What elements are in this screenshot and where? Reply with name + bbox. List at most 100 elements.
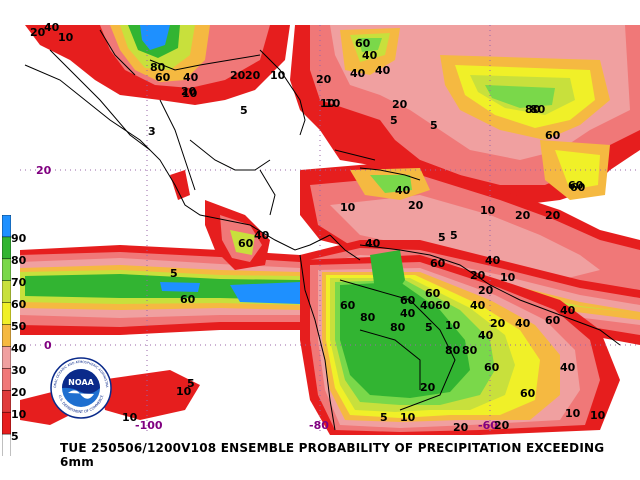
- contour-value-label: 10: [325, 97, 341, 110]
- grid-lines: [20, 25, 640, 435]
- contour-value-label: 60: [425, 287, 441, 300]
- coastlines: [24, 29, 621, 431]
- contour-value-label: 40: [400, 307, 416, 320]
- legend-label-80: 80: [11, 254, 27, 267]
- contour-value-label: 60: [545, 129, 561, 142]
- legend-label-60: 60: [11, 298, 27, 311]
- legend-label-20: 20: [11, 386, 27, 399]
- contour-value-label: 40: [515, 317, 531, 330]
- contour-value-label: 10: [445, 319, 461, 332]
- contour-value-label: 5: [438, 231, 446, 244]
- contour-value-label: 60: [520, 387, 536, 400]
- contour-value-label: 20: [470, 269, 486, 282]
- contour-value-label: 80: [462, 344, 478, 357]
- contour-value-label: 20: [230, 69, 246, 82]
- legend-label-40: 40: [11, 342, 27, 355]
- contour-value-label: 40: [350, 67, 366, 80]
- contour-value-label: 40: [470, 299, 486, 312]
- contour-value-label: 10: [176, 385, 192, 398]
- legend-swatch: [2, 368, 11, 392]
- contour-value-label: 10: [590, 409, 606, 422]
- contour-value-label: 10: [182, 87, 198, 100]
- contour-value-label: 10: [320, 97, 336, 110]
- legend-color-bar: [2, 215, 11, 456]
- contour-value-label: 40: [183, 71, 199, 84]
- contour-value-label: 20: [515, 209, 531, 222]
- contour-value-label: 20: [545, 209, 561, 222]
- contour-value-label: 60: [570, 181, 586, 194]
- contour-value-label: 10: [565, 407, 581, 420]
- legend-label-90: 90: [11, 232, 27, 245]
- contour-value-label: 80: [360, 311, 376, 324]
- legend-swatch: [2, 236, 11, 260]
- lon-label-60: -60: [478, 419, 498, 432]
- legend-label-30: 30: [11, 364, 27, 377]
- region-caribbean: [300, 160, 640, 300]
- legend-swatch: [2, 346, 11, 370]
- contour-value-label: 80: [525, 103, 541, 116]
- legend-swatch: [2, 280, 11, 304]
- contour-value-label: 40: [365, 237, 381, 250]
- contour-value-label: 60: [484, 361, 500, 374]
- contour-value-label: 3: [148, 125, 156, 138]
- contour-value-label: 60: [400, 294, 416, 307]
- contour-value-label: 5: [390, 114, 398, 127]
- contour-value-label: 40: [362, 49, 378, 62]
- lat-label-0: 0: [44, 339, 52, 352]
- contour-value-label: 80: [445, 344, 461, 357]
- contour-value-label: 10: [500, 271, 516, 284]
- contour-value-label: 60: [340, 299, 356, 312]
- contour-value-label: 20: [392, 98, 408, 111]
- contour-value-label: 20: [181, 85, 197, 98]
- contour-value-label: 20: [490, 317, 506, 330]
- contour-value-label: 80: [150, 61, 166, 74]
- contour-value-label: 40: [254, 229, 270, 242]
- contour-value-label: 40: [560, 361, 576, 374]
- region-sw-pacific: [20, 170, 270, 425]
- contour-value-label: 20: [316, 73, 332, 86]
- contour-value-label: 60: [180, 293, 196, 306]
- contour-value-label: 60: [155, 71, 171, 84]
- contour-value-label: 20: [420, 381, 436, 394]
- contour-value-label: 20: [245, 69, 261, 82]
- contour-value-label: 40: [560, 304, 576, 317]
- contour-value-label: 40: [44, 21, 60, 34]
- legend-label-70: 70: [11, 276, 27, 289]
- lon-label-100: -100: [135, 419, 163, 432]
- contour-value-label: 60: [430, 257, 446, 270]
- contour-value-label: 5: [425, 321, 433, 334]
- contour-value-label: 20: [494, 419, 510, 432]
- contour-value-label: 40: [485, 254, 501, 267]
- contour-value-label: 40: [375, 64, 391, 77]
- region-south-america: [300, 250, 620, 435]
- legend-swatch: [2, 411, 11, 435]
- noaa-logo-text: NOAA: [68, 378, 94, 387]
- contour-value-label: 5: [380, 411, 388, 424]
- contour-value-label: 80: [390, 321, 406, 334]
- contour-value-label: 10: [340, 201, 356, 214]
- region-us-east: [290, 25, 640, 205]
- legend-swatch: [2, 215, 11, 238]
- contour-value-label: 20: [30, 26, 46, 39]
- contour-value-label: 10: [122, 411, 138, 424]
- contour-value-label: 60: [545, 314, 561, 327]
- contour-value-label: 40: [395, 184, 411, 197]
- map-caption: TUE 250506/1200V108 ENSEMBLE PROBABILITY…: [60, 441, 605, 469]
- contour-value-label: 20: [408, 199, 424, 212]
- contour-value-label: 5: [187, 377, 195, 390]
- noaa-logo: NOAA NATIONAL OCEANIC AND ATMOSPHERIC AD…: [50, 357, 112, 419]
- legend-label-50: 50: [11, 320, 27, 333]
- contour-value-label: 10: [400, 411, 416, 424]
- legend-label-5: 5: [11, 430, 19, 443]
- contour-value-label: 10: [58, 31, 74, 44]
- contour-value-label: 5: [430, 119, 438, 132]
- lat-label-20: 20: [36, 164, 52, 177]
- contour-value-label: 80: [530, 103, 546, 116]
- legend-swatch: [2, 302, 11, 326]
- contour-value-label: 40: [420, 299, 436, 312]
- contour-value-label: 40: [478, 329, 494, 342]
- contour-value-label: 20: [453, 421, 469, 434]
- lon-label-80: -80: [309, 419, 329, 432]
- contour-value-label: 5: [240, 104, 248, 117]
